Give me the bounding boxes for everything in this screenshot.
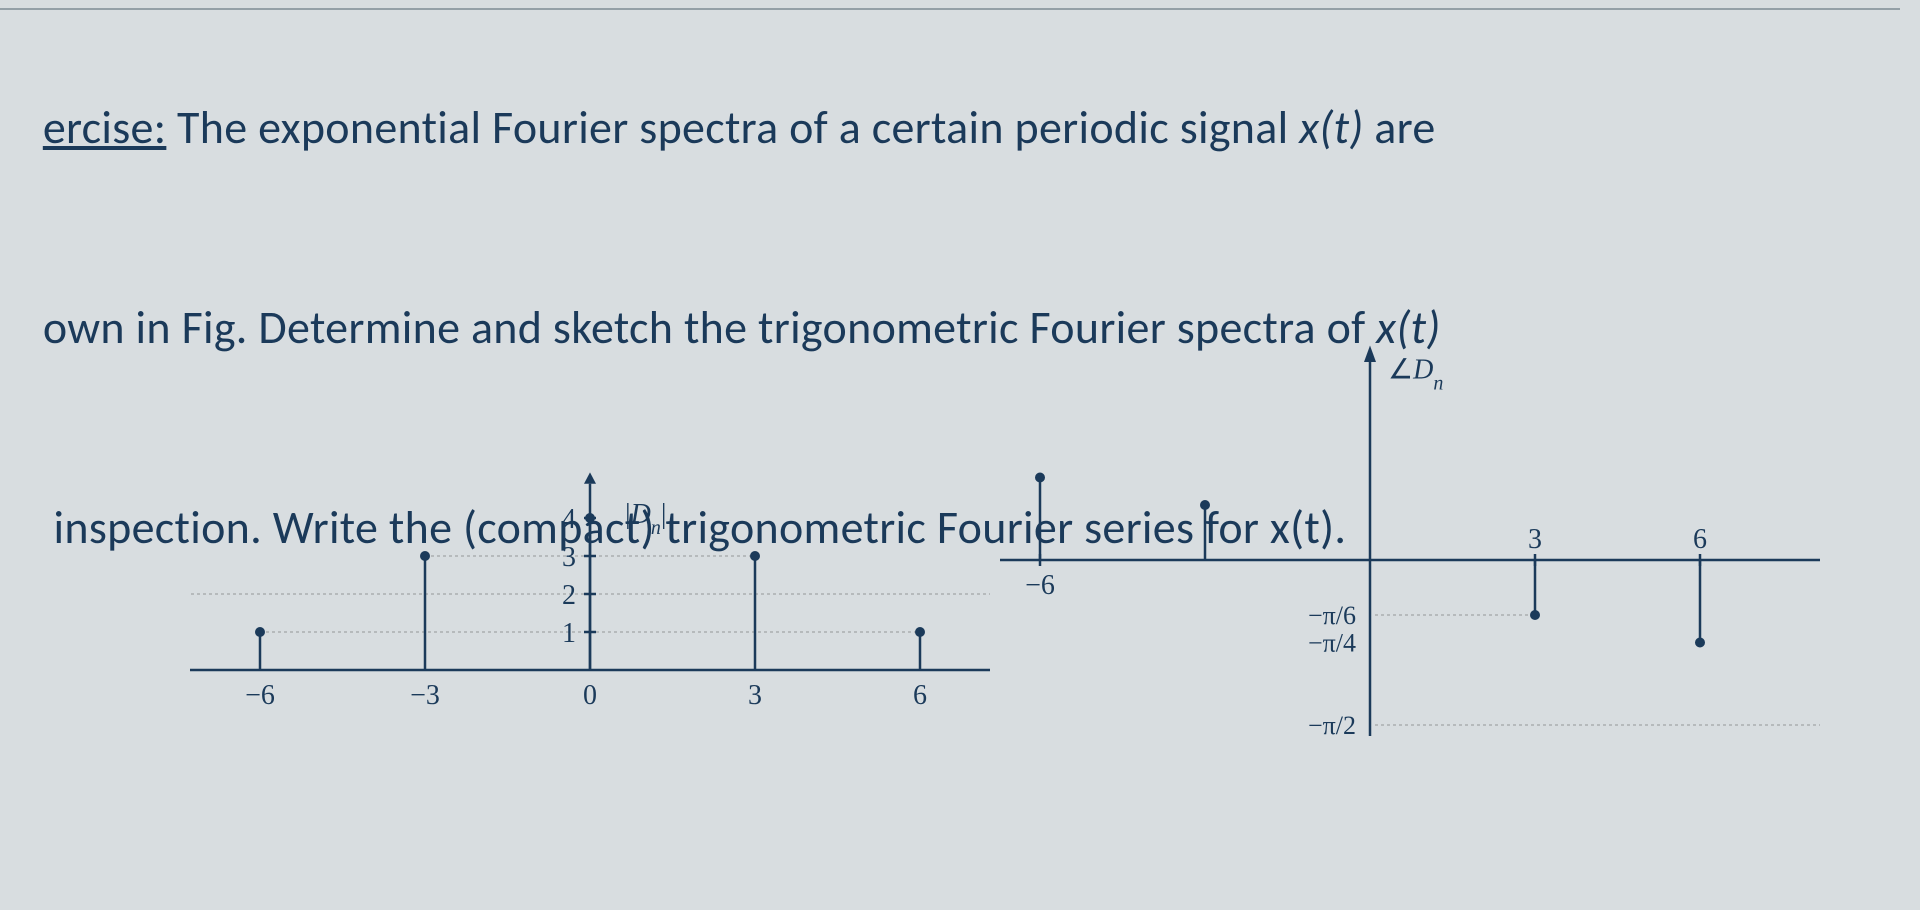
magnitude-spectrum-chart: 1234−9−6−30369|Dn|ω → [190,370,990,730]
phase-spectrum-chart: −9−6369−π/6−π/4−π/2∠Dnω → [1000,310,1820,850]
svg-text:2: 2 [562,580,576,611]
svg-text:−6: −6 [1025,570,1055,601]
xt-x: x [1299,100,1319,156]
svg-text:6: 6 [913,680,927,711]
svg-text:3: 3 [562,542,576,573]
svg-text:4: 4 [562,504,576,535]
svg-text:3: 3 [1528,524,1542,555]
svg-text:0: 0 [583,680,597,711]
exercise-label: ercise: [43,100,167,156]
svg-text:−3: −3 [410,680,440,711]
svg-text:−6: −6 [245,680,275,711]
svg-text:6: 6 [1693,524,1707,555]
svg-text:−π/2: −π/2 [1308,711,1356,740]
svg-text:|Dn|: |Dn| [625,499,666,539]
top-divider [0,8,1900,10]
svg-text:−π/4: −π/4 [1308,629,1356,658]
line1-rest: The exponential Fourier spectra of a cer… [166,100,1299,156]
xt-t: (t) [1319,100,1363,156]
line1-are: are [1364,100,1436,156]
svg-text:3: 3 [748,680,762,711]
svg-text:−π/6: −π/6 [1308,601,1356,630]
svg-text:∠Dn: ∠Dn [1388,355,1443,395]
svg-text:1: 1 [562,618,576,649]
